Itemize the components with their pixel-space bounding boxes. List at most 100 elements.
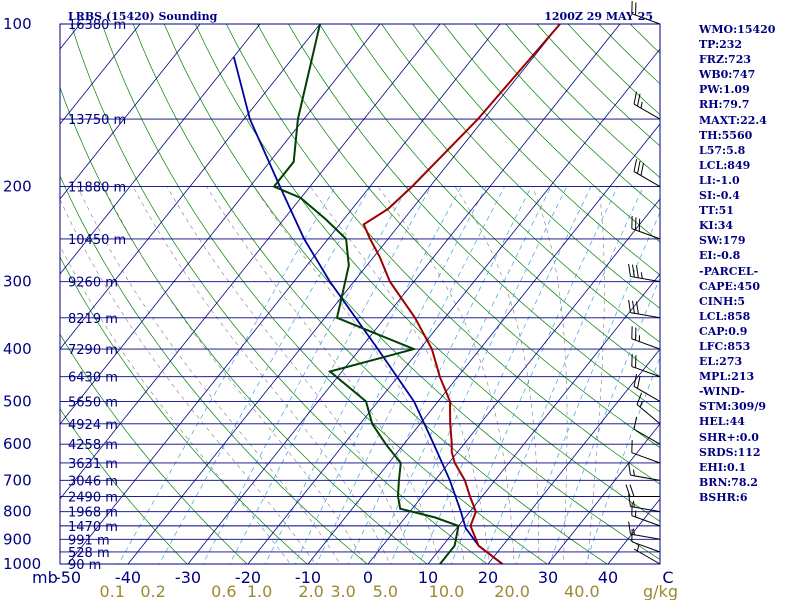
moist-adiabat-line — [60, 245, 291, 564]
pressure-tick-label: 200 — [3, 178, 32, 196]
index-row: SW:179 — [699, 234, 746, 248]
isotherm-line — [367, 198, 660, 564]
mixing-ratio-line — [229, 186, 432, 564]
temperature-tick-label: -10 — [295, 568, 321, 587]
wind-barb — [631, 440, 661, 464]
moist-adiabat-line — [166, 186, 416, 564]
index-row: CAPE:450 — [699, 279, 760, 293]
moist-adiabat-line — [77, 186, 341, 564]
index-row: TT:51 — [699, 204, 734, 218]
wind-barb — [631, 215, 661, 240]
wind-barb — [628, 462, 661, 481]
mixing-ratio-line — [371, 186, 552, 564]
wind-barb-flag — [633, 91, 638, 105]
dry-adiabat-line — [319, 24, 660, 378]
mixing-ratio-line — [585, 356, 660, 564]
pressure-tick-label: 900 — [3, 530, 32, 548]
temperature-tick-label: 10 — [418, 568, 438, 587]
mixing-ratio-tick-label: 2.0 — [298, 582, 323, 600]
pressure-tick-label: 300 — [3, 273, 32, 291]
index-row: RH:79.7 — [699, 98, 750, 112]
wind-barbs — [625, 1, 661, 565]
plot-frame — [59, 23, 661, 565]
dewpoint-profile — [272, 24, 460, 564]
wind-barb-flag — [625, 484, 631, 497]
wind-barb-flag — [635, 265, 639, 278]
moist-adiabat-line — [532, 186, 568, 564]
mixing-ratio-line — [347, 186, 532, 564]
isotherm-line — [307, 123, 660, 564]
wind-barb — [631, 326, 661, 350]
mixing-ratio-line — [481, 186, 644, 564]
height-label: 4258 m — [68, 438, 118, 453]
wind-barb-flag — [628, 462, 631, 476]
index-row: KI:34 — [699, 219, 734, 233]
wind-barb-flag — [633, 159, 638, 172]
index-row: BSHR:6 — [699, 490, 748, 504]
height-label: 6430 m — [68, 371, 118, 386]
index-row: MPL:213 — [699, 370, 755, 384]
height-label: 3046 m — [68, 474, 118, 489]
wind-barb — [631, 529, 661, 553]
index-row: SRDS:112 — [699, 445, 761, 459]
wind-barb-staff — [631, 228, 661, 240]
mixing-ratio-tick-label: 5.0 — [373, 582, 398, 600]
pressure-tick-label: 400 — [3, 340, 32, 358]
wind-barb-staff — [631, 515, 661, 527]
isotherm-line — [0, 12, 30, 575]
isotherm-line — [60, 24, 141, 125]
wind-barb-staff — [630, 505, 661, 513]
temperature-tick-label: 0 — [363, 568, 373, 587]
wind-barb-half-flag — [632, 528, 635, 535]
wind-barb — [633, 373, 661, 402]
wind-barb-flag — [636, 375, 641, 389]
index-row: SHR+:0.0 — [699, 430, 759, 444]
moist-adiabat-line — [103, 186, 366, 564]
wind-barb-staff — [633, 171, 661, 187]
dry-adiabat-line — [412, 24, 660, 276]
wind-barb-half-flag — [640, 272, 643, 279]
wind-barb-half-flag — [632, 500, 635, 508]
isotherm-line — [547, 423, 660, 564]
parcel-trace — [232, 56, 503, 564]
isotherm-line — [127, 24, 561, 564]
pressure-tick-label: 700 — [3, 471, 32, 489]
temperature-tick-label: -20 — [235, 568, 261, 587]
temperature-tick-label: 30 — [538, 568, 558, 587]
index-row: EL:273 — [699, 355, 743, 369]
wind-barb — [628, 300, 661, 319]
isotherm-line — [60, 24, 261, 275]
wind-barb-staff — [631, 13, 661, 25]
temperature-tick-label: -50 — [55, 568, 81, 587]
height-label: 11880 m — [68, 181, 126, 196]
index-row: HEL:44 — [699, 415, 745, 429]
dry-adiabat-line — [350, 24, 660, 343]
height-label: 16380 m — [68, 18, 126, 33]
index-row: MAXT:22.4 — [699, 113, 767, 127]
pressure-tick-label: 600 — [3, 435, 32, 453]
background-grid — [0, 12, 660, 575]
height-label: 13750 m — [68, 113, 126, 128]
index-row: TP:232 — [699, 38, 743, 52]
dry-adiabat-line — [288, 24, 660, 413]
height-label: 528 m — [68, 546, 110, 561]
index-row: WMO:15420 — [699, 23, 776, 36]
dry-adiabat-line — [60, 174, 368, 564]
wind-barb — [631, 1, 661, 25]
height-label: 10450 m — [68, 233, 126, 248]
wind-barb — [628, 263, 661, 283]
isotherm-line — [487, 348, 660, 564]
mixing-ratio-tick-label: 10.0 — [429, 582, 465, 600]
temperature-tick-label: -30 — [175, 568, 201, 587]
wind-barb-staff — [630, 474, 661, 481]
mixing-ratio-line — [118, 186, 336, 564]
wind-barb-half-flag — [636, 544, 640, 552]
wind-barb-flag — [632, 264, 635, 278]
wind-barb — [633, 416, 661, 445]
wind-barb-staff — [633, 428, 661, 445]
wind-barb-flag — [628, 493, 631, 507]
wind-barb-flag — [636, 392, 643, 405]
isotherm-line — [60, 24, 201, 200]
